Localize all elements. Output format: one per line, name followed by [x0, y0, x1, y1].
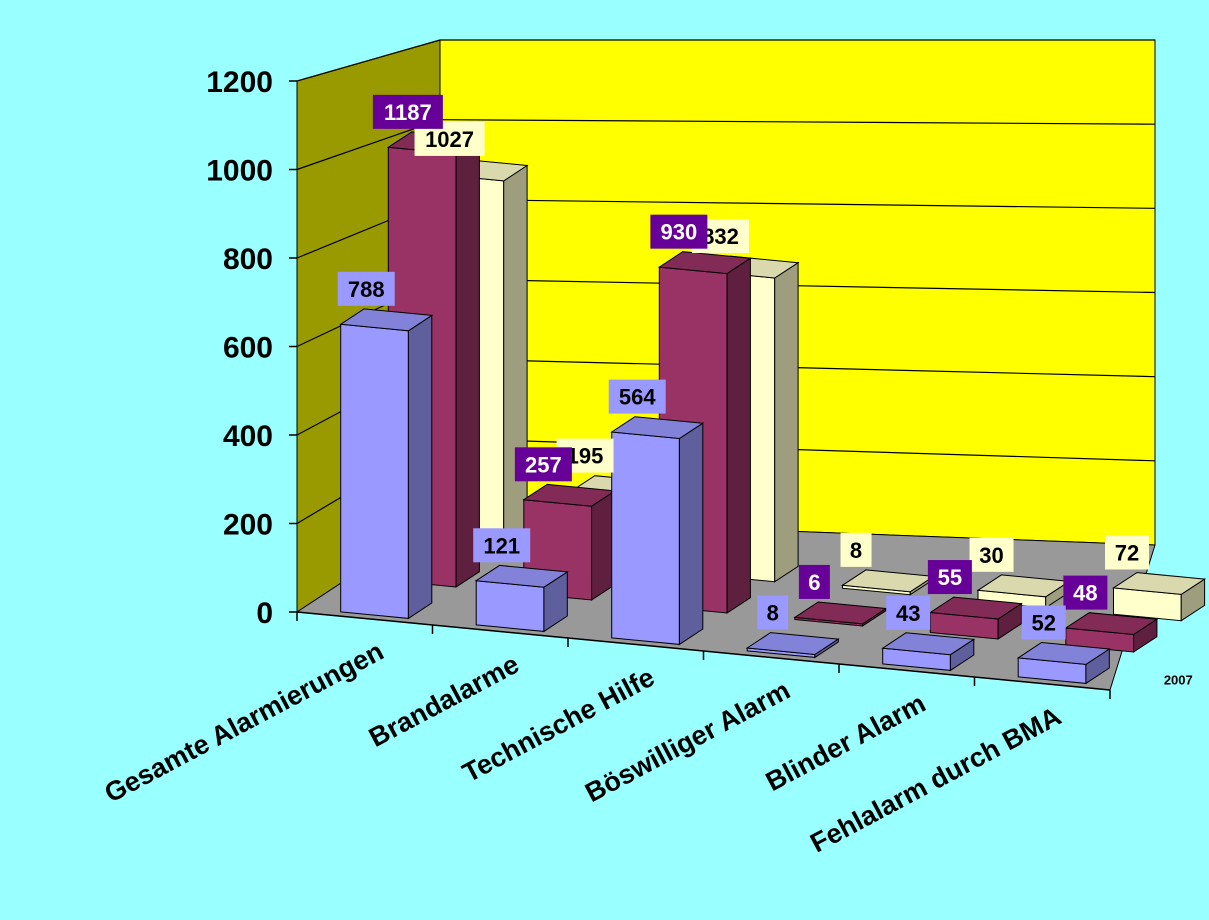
svg-text:6: 6 [808, 570, 820, 595]
y-tick-label: 400 [223, 420, 273, 453]
y-tick-label: 1200 [206, 66, 273, 99]
svg-text:52: 52 [1031, 610, 1055, 635]
bar-2007-6 [1016, 641, 1111, 685]
svg-text:1027: 1027 [425, 127, 474, 152]
data-label: 52 [1021, 605, 1066, 640]
data-label: 930 [650, 214, 708, 249]
bar-2007-5 [881, 632, 976, 672]
bars [339, 131, 1207, 685]
svg-text:832: 832 [702, 224, 739, 249]
gridline-back [439, 198, 1156, 209]
series-labels: 200720102013 [1164, 672, 1193, 687]
y-tick-label: 200 [223, 509, 273, 542]
data-label: 55 [927, 560, 972, 595]
svg-text:257: 257 [525, 452, 562, 477]
bar-2007-1 [339, 308, 434, 620]
data-label: 121 [473, 528, 531, 563]
data-label: 8 [840, 532, 872, 567]
svg-text:48: 48 [1073, 581, 1097, 606]
svg-text:55: 55 [938, 565, 962, 590]
data-label: 43 [886, 595, 931, 630]
gridline-back [439, 119, 1156, 125]
category-label: Gesamte Alarmierungen [100, 636, 389, 809]
bar-2010-5 [928, 596, 1023, 640]
gridline-side [296, 39, 441, 82]
data-label: 6 [798, 564, 830, 599]
svg-text:72: 72 [1115, 541, 1139, 566]
svg-text:788: 788 [348, 277, 385, 302]
svg-text:1187: 1187 [384, 100, 432, 125]
data-label: 72 [1105, 535, 1150, 570]
data-label: 8 [757, 595, 789, 630]
svg-text:195: 195 [567, 444, 604, 469]
y-axis-ticks: 0 200 400 600 800 1000 1200 [206, 66, 1111, 699]
data-label: 257 [514, 447, 572, 482]
svg-text:8: 8 [767, 601, 779, 626]
y-tick-label: 600 [223, 332, 273, 365]
svg-text:8: 8 [850, 538, 862, 563]
data-label: 564 [608, 379, 666, 414]
data-labels: 72 30 8 832 195 1027 48 55 6 930 257 1187 52 43 8 564 12… [337, 94, 1150, 640]
bar-2007-2 [474, 564, 569, 633]
svg-text:43: 43 [896, 601, 920, 626]
svg-text:930: 930 [661, 220, 698, 245]
y-tick-label: 800 [223, 243, 273, 276]
data-label: 48 [1063, 575, 1108, 610]
y-tick-label: 0 [256, 597, 273, 630]
svg-text:121: 121 [483, 533, 520, 558]
data-label: 788 [337, 271, 395, 306]
bar-2007-4 [745, 632, 840, 659]
y-tick-label: 1000 [206, 155, 273, 188]
bar-2013-5 [976, 574, 1071, 609]
bar-2007-3 [610, 416, 705, 646]
bar-2010-4 [793, 601, 888, 627]
series-label: 2007 [1164, 672, 1193, 687]
data-label: 30 [969, 537, 1014, 572]
bar-2013-6 [1112, 572, 1207, 622]
category-label: Brandalarme [364, 649, 524, 753]
svg-text:564: 564 [619, 385, 656, 410]
svg-text:30: 30 [979, 543, 1003, 568]
category-label: Fehlalarm durch BMA [805, 701, 1065, 858]
data-label: 1187 [372, 94, 443, 129]
